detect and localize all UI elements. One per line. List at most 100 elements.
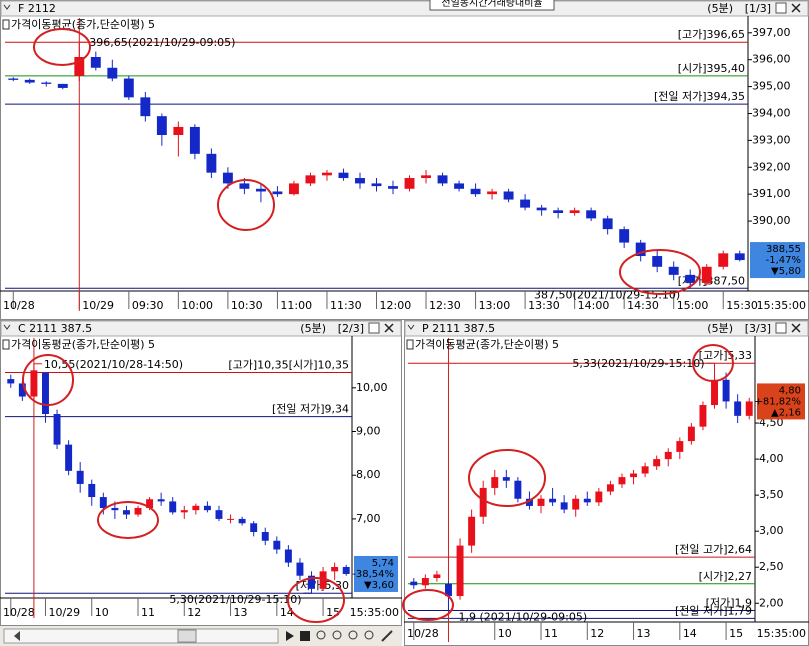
maximize-button[interactable] xyxy=(775,2,787,14)
y-tick-label: 394,00 xyxy=(752,106,791,119)
close-button[interactable] xyxy=(384,323,394,333)
candle-body xyxy=(284,549,292,563)
zoom-in[interactable] xyxy=(316,630,326,640)
maximize-button[interactable] xyxy=(775,322,787,334)
scroll-left[interactable] xyxy=(14,631,20,641)
candle-body xyxy=(437,175,448,184)
quote-text: 4,80 xyxy=(779,385,801,396)
reference-label: [시가]395,40 xyxy=(678,62,745,75)
y-tick-label: 10,00 xyxy=(356,381,388,394)
candle-body xyxy=(553,210,564,213)
extreme-label: 10,55(2021/10/28-14:50) xyxy=(44,358,183,371)
toolbar xyxy=(0,626,402,646)
time-label: 15:35:00 xyxy=(757,299,806,312)
x-tick-label: 11 xyxy=(544,627,558,640)
candle-body xyxy=(491,477,499,488)
x-tick-label: 14:30 xyxy=(627,299,659,312)
x-tick-label: 10/29 xyxy=(82,299,114,312)
candle-body xyxy=(572,498,580,510)
menu-icon[interactable] xyxy=(3,4,11,10)
extreme-label: 1,9 (2021/10/29-09:05) xyxy=(458,610,587,623)
zoom-fit[interactable] xyxy=(348,630,358,640)
scroll-thumb[interactable] xyxy=(177,629,197,643)
x-tick-label: 10:00 xyxy=(181,299,213,312)
time-label: 15:35:00 xyxy=(350,606,399,619)
candle-body xyxy=(156,116,167,135)
quote-box xyxy=(354,555,398,592)
candle-body xyxy=(445,583,452,597)
x-tick-label: 14:00 xyxy=(578,299,610,312)
candle-body xyxy=(699,405,707,427)
candle-body xyxy=(456,545,464,597)
drawn-circle xyxy=(217,179,275,231)
y-tick-label: 397,00 xyxy=(752,26,791,39)
zoom-reset[interactable] xyxy=(364,630,374,640)
x-tick-label: 10:30 xyxy=(231,299,263,312)
stop-button[interactable] xyxy=(300,631,310,641)
close-button[interactable] xyxy=(791,323,801,333)
panel-title: P 2111 387.5 xyxy=(422,322,495,335)
y-tick-label: 3,00 xyxy=(759,524,784,537)
reference-label: [고가]396,65 xyxy=(678,28,745,41)
candle-body xyxy=(525,498,533,506)
y-tick-label: 7,00 xyxy=(356,512,381,525)
legend-label: 가격이동평균(종가,단순이평) 5 xyxy=(415,338,559,351)
candle-body xyxy=(90,57,101,68)
reference-label: [전일 저가]9,34 xyxy=(272,402,349,416)
candle-body xyxy=(134,507,142,515)
x-tick-label: 11:30 xyxy=(330,299,362,312)
quote-text: ▼5,80 xyxy=(771,266,801,277)
quote-text: -38,54% xyxy=(352,569,394,580)
candle-body xyxy=(652,256,663,267)
candle-body xyxy=(319,571,327,589)
legend-icon xyxy=(406,339,414,350)
candle-body xyxy=(520,199,531,208)
candle-body xyxy=(215,510,223,519)
candle-body xyxy=(76,470,84,484)
reference-label: [고가]5,33 xyxy=(699,349,752,362)
x-tick-label: 13 xyxy=(637,627,651,640)
scrollbar[interactable] xyxy=(3,628,279,644)
candle-body xyxy=(537,498,545,506)
candle-body xyxy=(635,242,646,257)
candle-body xyxy=(421,578,429,586)
candle-body xyxy=(227,518,235,520)
x-tick-label: 10/28 xyxy=(407,627,439,640)
candle-body xyxy=(641,466,649,474)
title-bar xyxy=(0,320,402,337)
reference-label: [전일 저가]394,35 xyxy=(654,89,745,103)
candle-body xyxy=(606,484,614,492)
maximize-button[interactable] xyxy=(368,322,380,334)
candle-body xyxy=(74,57,85,76)
reference-label: [저가]1,9 xyxy=(706,596,752,609)
drawn-circle xyxy=(619,249,701,295)
drawn-circle xyxy=(692,344,734,382)
play-button[interactable] xyxy=(286,631,294,641)
menu-icon[interactable] xyxy=(407,324,415,330)
candle-body xyxy=(454,183,465,189)
candle-body xyxy=(630,473,638,478)
zoom-out[interactable] xyxy=(332,630,342,640)
candle-body xyxy=(57,83,68,88)
candle-body xyxy=(371,183,382,187)
candle-body xyxy=(734,401,742,416)
candle-body xyxy=(355,178,365,184)
candle-body xyxy=(433,574,441,579)
close-button[interactable] xyxy=(791,3,801,13)
x-tick-label: 10 xyxy=(498,627,512,640)
x-tick-label: 10 xyxy=(95,606,109,619)
x-tick-label: 11:00 xyxy=(280,299,312,312)
tool-button[interactable] xyxy=(381,630,393,642)
candle-body xyxy=(586,210,597,219)
candle-body xyxy=(468,516,476,546)
candle-body xyxy=(342,566,350,574)
candle-body xyxy=(322,172,332,176)
extreme-label: 5,30(2021/10/29-15:10) xyxy=(169,593,301,606)
y-tick-label: 390,00 xyxy=(752,214,791,227)
x-tick-label: 12:30 xyxy=(429,299,461,312)
menu-icon[interactable] xyxy=(3,324,11,330)
panel-title: C 2111 387.5 xyxy=(18,322,92,335)
candle-body xyxy=(685,274,696,283)
legend-icon xyxy=(2,19,10,30)
